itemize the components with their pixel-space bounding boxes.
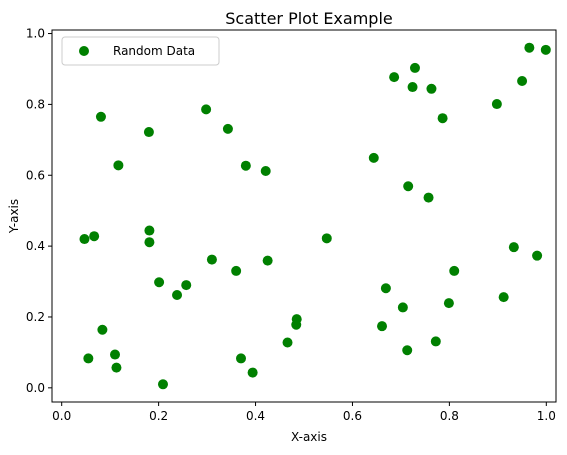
data-point: [380, 283, 391, 294]
data-point: [144, 237, 155, 248]
data-point: [79, 234, 90, 245]
data-point: [540, 44, 551, 55]
legend-label: Random Data: [113, 44, 195, 58]
data-point: [236, 353, 246, 364]
legend: Random Data: [61, 36, 220, 66]
x-axis-label: X-axis: [291, 430, 327, 444]
data-point: [403, 181, 414, 192]
data-point: [397, 302, 408, 313]
data-point: [260, 166, 271, 177]
data-point: [111, 362, 122, 373]
data-point: [389, 72, 400, 83]
data-point: [181, 280, 192, 291]
data-point: [443, 298, 454, 309]
data-point: [83, 353, 94, 364]
x-tick-label: 1.0: [537, 409, 556, 423]
data-point: [154, 277, 165, 288]
legend-box: [61, 36, 220, 66]
data-point: [206, 254, 217, 265]
data-point: [144, 225, 155, 236]
data-point: [377, 321, 388, 332]
data-point: [508, 242, 519, 253]
y-axis-ticks: 0.0 0.2 0.4 0.6 0.8 1.0: [26, 27, 52, 395]
data-point: [407, 82, 418, 93]
data-point: [95, 111, 106, 122]
x-tick-label: 0.8: [440, 409, 459, 423]
data-point: [157, 379, 168, 390]
data-point: [449, 265, 460, 276]
data-point: [532, 250, 543, 261]
data-point: [426, 83, 437, 94]
data-point: [231, 265, 242, 276]
x-tick-label: 0.2: [149, 409, 168, 423]
data-point: [498, 292, 509, 303]
data-point: [201, 104, 212, 115]
data-point: [423, 192, 434, 203]
y-axis-label: Y-axis: [7, 199, 21, 234]
data-point: [491, 99, 502, 110]
data-point: [437, 113, 448, 124]
data-point: [97, 324, 108, 335]
data-point: [247, 367, 258, 378]
data-point: [409, 62, 420, 73]
data-point: [321, 233, 332, 244]
data-point: [430, 336, 441, 347]
x-tick-label: 0.6: [343, 409, 362, 423]
y-tick-label: 1.0: [26, 27, 45, 41]
legend-marker: [79, 46, 89, 56]
data-point: [291, 314, 302, 325]
y-tick-label: 0.2: [26, 310, 45, 324]
y-tick-label: 0.8: [26, 97, 45, 111]
x-axis-ticks: 0.0 0.2 0.4 0.6 0.8 1.0: [52, 402, 556, 423]
data-point: [113, 160, 124, 171]
data-point: [110, 349, 120, 360]
data-point: [240, 160, 251, 171]
data-point: [262, 255, 273, 266]
data-point: [222, 123, 233, 134]
y-tick-label: 0.4: [26, 239, 45, 253]
y-tick-label: 0.6: [26, 168, 45, 182]
plot-area-frame: [51, 29, 557, 403]
data-points: [79, 42, 551, 390]
y-tick-label: 0.0: [26, 381, 45, 395]
data-point: [172, 290, 183, 301]
x-tick-label: 0.0: [52, 409, 71, 423]
data-point: [143, 127, 154, 138]
chart-title: Scatter Plot Example: [225, 9, 392, 28]
data-point: [517, 76, 528, 87]
data-point: [282, 337, 293, 348]
data-point: [402, 345, 413, 356]
data-point: [89, 231, 100, 242]
data-point: [524, 42, 535, 53]
x-tick-label: 0.4: [246, 409, 265, 423]
data-point: [368, 152, 379, 163]
